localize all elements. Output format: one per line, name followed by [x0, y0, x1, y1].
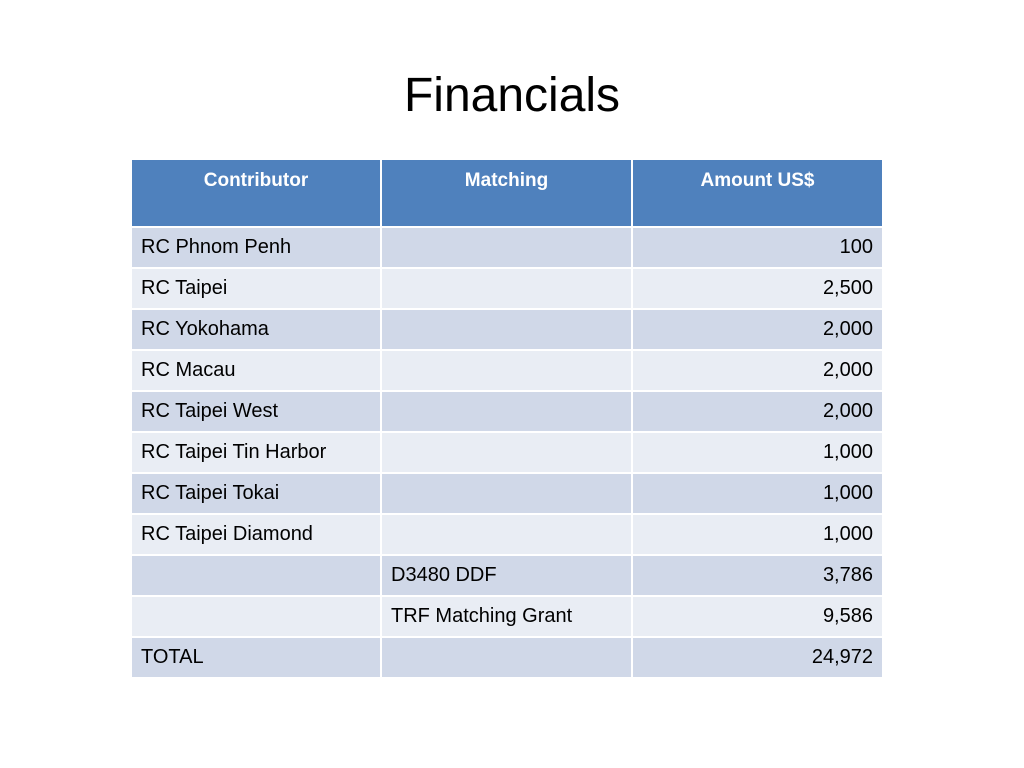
table-cell — [380, 636, 633, 679]
table-cell: 100 — [631, 226, 884, 269]
table-cell: RC Macau — [130, 349, 382, 392]
header-cell: Contributor — [130, 158, 382, 228]
slide-title: Financials — [403, 69, 621, 122]
table-cell: 2,000 — [631, 390, 884, 433]
table-cell: RC Taipei Diamond — [130, 513, 382, 556]
table-row: RC Taipei West 2,000 — [130, 390, 884, 433]
table-row: D3480 DDF 3,786 — [130, 554, 884, 597]
table-cell: 3,786 — [631, 554, 884, 597]
table-row: RC Yokohama 2,000 — [130, 308, 884, 351]
table-cell — [130, 595, 382, 638]
table-cell: 1,000 — [631, 513, 884, 556]
table-cell: 1,000 — [631, 431, 884, 474]
table-row: RC Taipei Tin Harbor 1,000 — [130, 431, 884, 474]
table-cell — [380, 349, 633, 392]
table-row: RC Macau 2,000 — [130, 349, 884, 392]
table-row: RC Taipei Tokai 1,000 — [130, 472, 884, 515]
table-cell: 2,500 — [631, 267, 884, 310]
table-cell: 1,000 — [631, 472, 884, 515]
table-cell: D3480 DDF — [380, 554, 633, 597]
table-cell — [380, 431, 633, 474]
financials-table: Contributor Matching Amount US$ RC Phnom P… — [130, 158, 884, 679]
table-cell — [380, 267, 633, 310]
table-cell: 2,000 — [631, 308, 884, 351]
table-cell — [380, 308, 633, 351]
table-cell: RC Taipei — [130, 267, 382, 310]
table-cell: TRF Matching Grant — [380, 595, 633, 638]
table-cell — [130, 554, 382, 597]
table-row: RC Phnom Penh 100 — [130, 226, 884, 269]
table-row: RC Taipei Diamond 1,000 — [130, 513, 884, 556]
table-cell: RC Taipei Tin Harbor — [130, 431, 382, 474]
table-cell: TOTAL — [130, 636, 382, 679]
header-row: Contributor Matching Amount US$ — [130, 158, 884, 228]
header-cell: Amount US$ — [631, 158, 884, 228]
table-row: TRF Matching Grant 9,586 — [130, 595, 884, 638]
table-cell: 2,000 — [631, 349, 884, 392]
table-cell: RC Phnom Penh — [130, 226, 382, 269]
header-cell: Matching — [380, 158, 633, 228]
table-cell — [380, 226, 633, 269]
table-cell: RC Taipei Tokai — [130, 472, 382, 515]
table-cell — [380, 513, 633, 556]
table-cell — [380, 390, 633, 433]
table-cell: 9,586 — [631, 595, 884, 638]
table-cell: RC Taipei West — [130, 390, 382, 433]
table-row: TOTAL 24,972 — [130, 636, 884, 679]
table-row: RC Taipei 2,500 — [130, 267, 884, 310]
table-body: RC Phnom Penh 100 RC Taipei 2,500 RC Yokoham… — [130, 226, 884, 679]
table-cell — [380, 472, 633, 515]
table-cell: 24,972 — [631, 636, 884, 679]
table-cell: RC Yokohama — [130, 308, 382, 351]
